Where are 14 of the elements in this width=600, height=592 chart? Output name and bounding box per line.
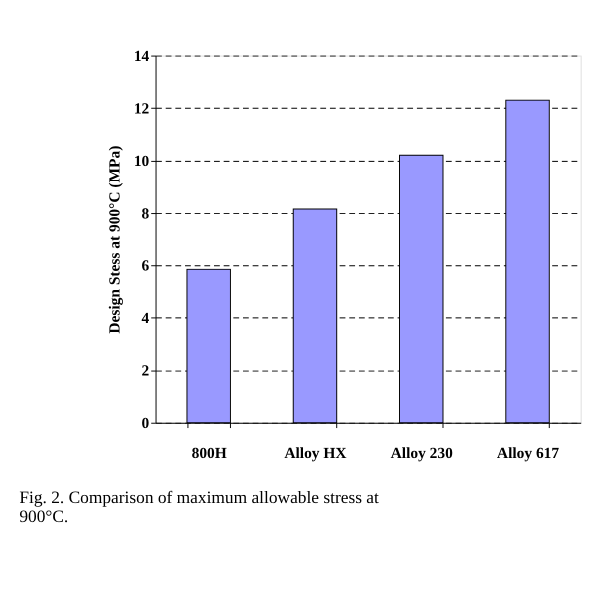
y-tick-label: 8 (142, 205, 150, 222)
y-tick-label: 14 (134, 48, 150, 65)
y-tick-label: 2 (142, 362, 150, 380)
caption: Fig. 2. Comparison of maximum allowable stress at 900°C. (19, 488, 380, 526)
y-tick-label: 4 (142, 310, 150, 328)
x-tick-label: Alloy HX (284, 445, 347, 462)
x-tick-label: Alloy 230 (390, 445, 454, 462)
x-tick-label: 800H (192, 445, 227, 462)
y-axis-title: Design Stess at 900°C (MPa) (106, 146, 124, 334)
y-tick-label: 10 (134, 152, 150, 170)
x-tick-label: Alloy 617 (496, 445, 560, 462)
y-tick-label: 0 (142, 415, 150, 432)
y-tick-label: 6 (142, 258, 150, 275)
y-tick-label: 12 (134, 100, 150, 118)
